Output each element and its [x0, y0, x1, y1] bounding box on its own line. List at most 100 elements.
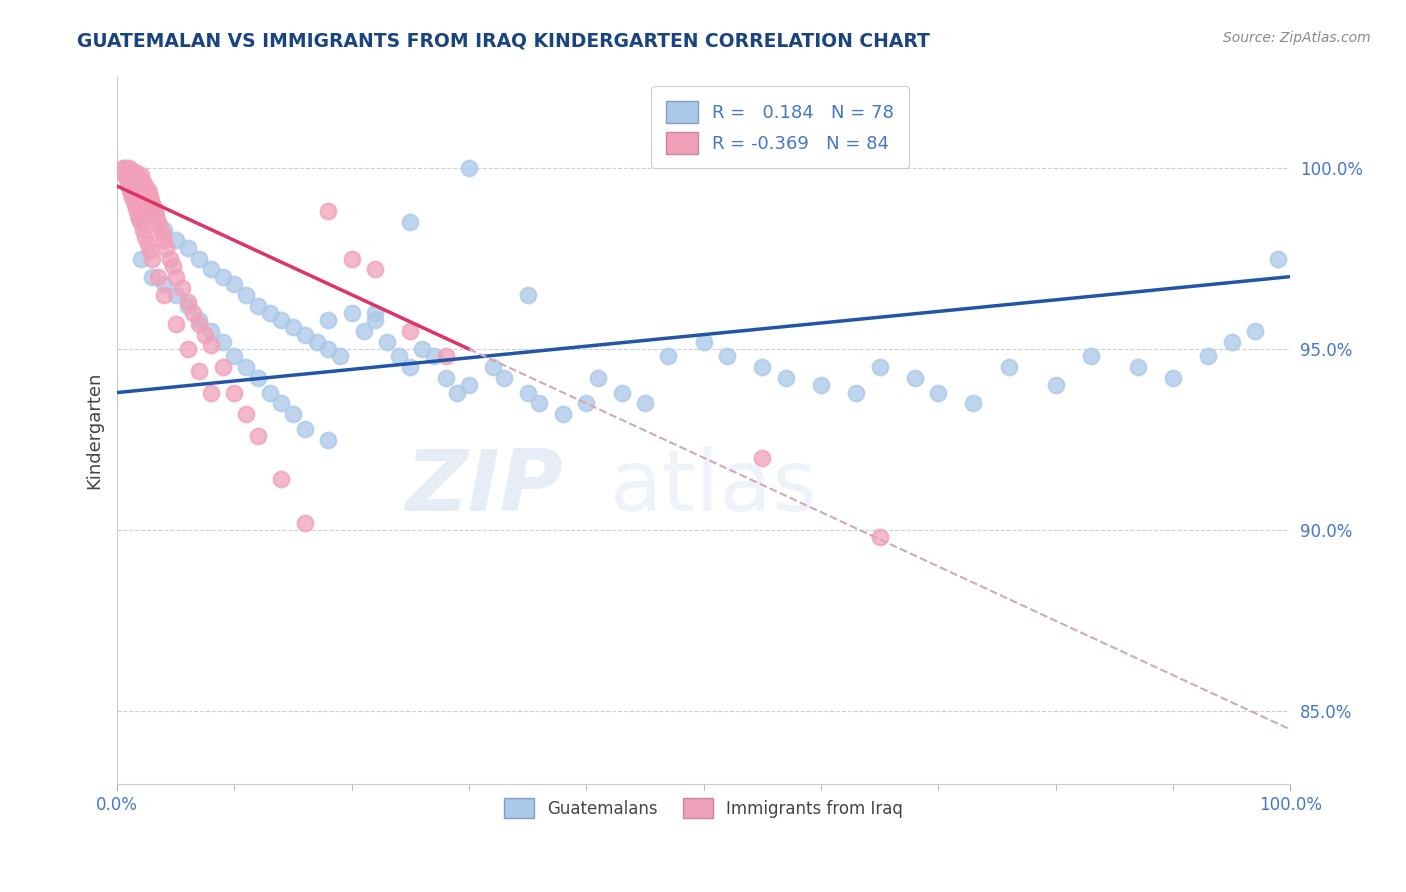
Point [494, 371, 516, 385]
Point [364, 262, 387, 277]
Point [153, 277, 176, 291]
Point [1161, 371, 1184, 385]
Point [124, 176, 146, 190]
Point [270, 396, 292, 410]
Point [259, 385, 281, 400]
Point [281, 407, 304, 421]
Point [904, 371, 927, 385]
Text: ZIP: ZIP [405, 446, 562, 529]
Point [165, 287, 187, 301]
Point [364, 306, 387, 320]
Point [139, 190, 162, 204]
Point [318, 342, 340, 356]
Text: GUATEMALAN VS IMMIGRANTS FROM IRAQ KINDERGARTEN CORRELATION CHART: GUATEMALAN VS IMMIGRANTS FROM IRAQ KINDE… [77, 31, 931, 50]
Point [446, 385, 468, 400]
Point [353, 324, 375, 338]
Point [692, 334, 714, 349]
Point [751, 360, 773, 375]
Point [434, 349, 457, 363]
Point [141, 269, 163, 284]
Point [318, 204, 340, 219]
Point [329, 349, 352, 363]
Point [120, 186, 142, 201]
Point [129, 168, 152, 182]
Point [131, 179, 153, 194]
Text: atlas: atlas [610, 446, 818, 529]
Point [176, 299, 198, 313]
Point [148, 219, 170, 233]
Point [141, 194, 163, 208]
Point [716, 349, 738, 363]
Point [281, 320, 304, 334]
Point [117, 164, 139, 178]
Point [200, 385, 222, 400]
Point [165, 234, 187, 248]
Point [194, 327, 217, 342]
Point [845, 385, 868, 400]
Point [529, 396, 551, 410]
Point [399, 324, 422, 338]
Point [364, 313, 387, 327]
Point [127, 204, 149, 219]
Point [657, 349, 679, 363]
Point [115, 172, 138, 186]
Point [211, 334, 233, 349]
Point [340, 252, 363, 266]
Point [200, 338, 222, 352]
Point [1080, 349, 1102, 363]
Point [188, 317, 211, 331]
Point [224, 385, 246, 400]
Point [122, 168, 145, 182]
Point [112, 164, 135, 178]
Point [1244, 324, 1267, 338]
Point [125, 172, 148, 186]
Point [132, 176, 155, 190]
Point [138, 186, 160, 201]
Point [399, 360, 422, 375]
Point [775, 371, 797, 385]
Point [375, 334, 398, 349]
Point [134, 229, 156, 244]
Point [869, 360, 891, 375]
Point [129, 176, 152, 190]
Point [142, 201, 165, 215]
Point [270, 473, 292, 487]
Point [481, 360, 503, 375]
Point [127, 208, 149, 222]
Point [235, 407, 257, 421]
Point [1045, 378, 1067, 392]
Point [869, 531, 891, 545]
Point [551, 407, 574, 421]
Point [135, 186, 157, 201]
Point [127, 172, 149, 186]
Point [246, 371, 269, 385]
Point [153, 287, 176, 301]
Point [129, 252, 152, 266]
Point [340, 306, 363, 320]
Point [136, 183, 159, 197]
Point [458, 161, 481, 175]
Point [141, 252, 163, 266]
Point [575, 396, 598, 410]
Y-axis label: Kindergarten: Kindergarten [86, 372, 103, 490]
Point [134, 183, 156, 197]
Point [200, 324, 222, 338]
Point [751, 450, 773, 465]
Point [145, 208, 167, 222]
Point [434, 371, 457, 385]
Point [586, 371, 609, 385]
Point [139, 244, 162, 259]
Point [318, 433, 340, 447]
Point [112, 164, 135, 178]
Point [162, 259, 184, 273]
Point [127, 176, 149, 190]
Point [318, 313, 340, 327]
Point [610, 385, 633, 400]
Point [159, 252, 181, 266]
Point [259, 306, 281, 320]
Point [176, 295, 198, 310]
Point [125, 201, 148, 215]
Point [120, 168, 142, 182]
Point [115, 168, 138, 182]
Point [927, 385, 949, 400]
